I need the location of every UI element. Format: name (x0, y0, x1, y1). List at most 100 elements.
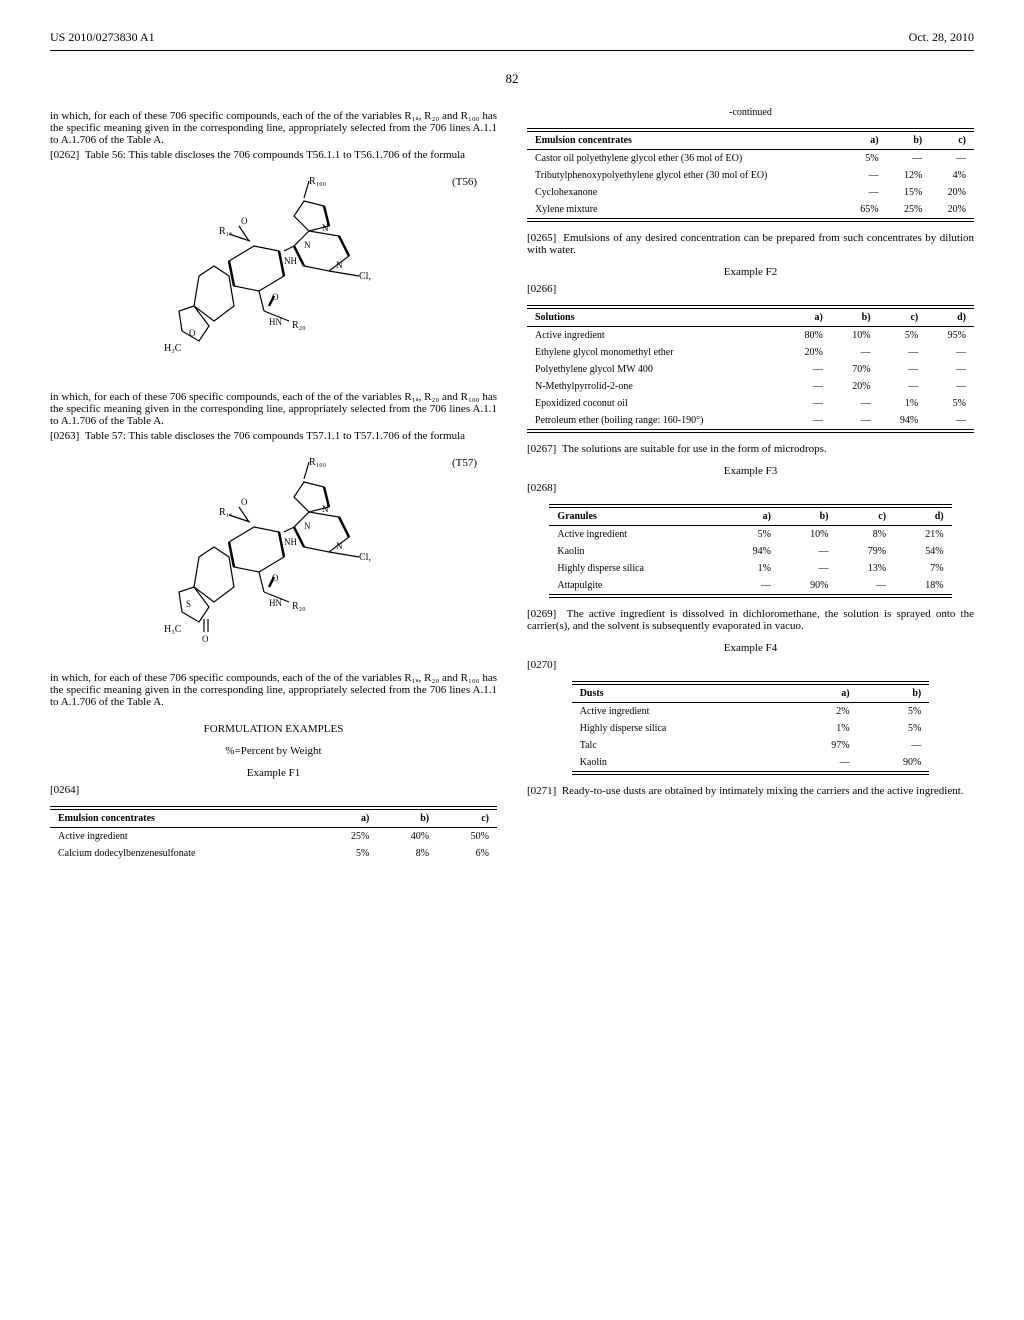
para-ref: [0266] (527, 283, 974, 295)
svg-text:O: O (241, 497, 248, 507)
para-ref: [0265] (527, 232, 556, 244)
page-number: 82 (50, 71, 974, 87)
svg-text:O: O (272, 292, 279, 302)
table-header: Emulsion concentrates (527, 132, 843, 150)
table-cell: 15% (887, 184, 931, 201)
formula-label: (T57) (452, 457, 477, 469)
table: Dusts a) b) Active ingredient 2% 5% High… (572, 681, 930, 775)
table-cell: 6% (437, 845, 497, 862)
svg-text:R₁ₐ: R₁ₐ (219, 507, 232, 518)
svg-text:R₁₀₀: R₁₀₀ (309, 457, 327, 468)
table-cell: Tributylphenoxypolyethylene glycol ether… (527, 167, 843, 184)
table-cell: — (843, 167, 887, 184)
section-title: FORMULATION EXAMPLES (50, 723, 497, 735)
paragraph: in which, for each of these 706 specific… (50, 672, 497, 708)
table-cell: — (887, 150, 931, 168)
table-header: c) (930, 132, 974, 150)
table-cell: 5% (843, 150, 887, 168)
svg-text:H₃C: H₃C (164, 624, 182, 635)
paragraph: [0269] The active ingredient is dissolve… (527, 608, 974, 632)
svg-text:N: N (322, 504, 329, 514)
table-cell: 25% (887, 201, 931, 219)
svg-text:HN: HN (269, 598, 282, 608)
svg-text:R₁₀₀: R₁₀₀ (309, 176, 327, 187)
table-header: b) (887, 132, 931, 150)
paragraph: [0262] Table 56: This table discloses th… (50, 149, 497, 161)
table-cell: 25% (317, 828, 377, 846)
table: Emulsion concentrates a) b) c) Active in… (50, 806, 497, 862)
para-ref: [0263] (50, 430, 79, 442)
svg-text:O: O (202, 634, 209, 644)
table-cell: 12% (887, 167, 931, 184)
table-header: Emulsion concentrates (50, 810, 317, 828)
table-cell: 8% (377, 845, 437, 862)
para-ref: [0271] (527, 785, 556, 797)
para-ref: [0270] (527, 659, 974, 671)
table-header: c) (437, 810, 497, 828)
svg-text:R₂₀: R₂₀ (292, 320, 306, 331)
svg-text:N: N (336, 260, 343, 270)
para-ref: [0264] (50, 784, 497, 796)
svg-text:Cl,: Cl, (359, 271, 371, 282)
table-cell: — (843, 184, 887, 201)
svg-text:N: N (322, 223, 329, 233)
doc-id: US 2010/0273830 A1 (50, 30, 155, 45)
chemical-structure: (T56) (50, 176, 497, 376)
formula-label: (T56) (452, 176, 477, 188)
subsection-subtitle: Example F1 (50, 767, 497, 779)
subsection-subtitle: %=Percent by Weight (50, 745, 497, 757)
table-header: a) (783, 309, 831, 327)
table-cell: — (930, 150, 974, 168)
subsection-subtitle: Example F3 (527, 465, 974, 477)
paragraph: in which, for each of these 706 specific… (50, 110, 497, 146)
svg-text:N: N (304, 521, 311, 531)
para-ref: [0269] (527, 608, 556, 620)
svg-text:R₂₀: R₂₀ (292, 601, 306, 612)
svg-text:Cl,: Cl, (359, 552, 371, 563)
paragraph: [0271] Ready-to-use dusts are obtained b… (527, 785, 974, 797)
chemical-structure: (T57) (50, 457, 497, 657)
svg-text:NH: NH (284, 256, 297, 266)
table-cell: Castor oil polyethylene glycol ether (36… (527, 150, 843, 168)
continued-label: -continued (527, 107, 974, 118)
table: Solutions a) b) c) d) Active ingredient … (527, 305, 974, 433)
table-cell: 5% (317, 845, 377, 862)
para-ref: [0262] (50, 149, 79, 161)
table-cell: 20% (930, 201, 974, 219)
table-header: d) (926, 309, 974, 327)
svg-text:O: O (189, 328, 196, 338)
table-cell: 20% (930, 184, 974, 201)
subsection-subtitle: Example F4 (527, 642, 974, 654)
table-cell: 50% (437, 828, 497, 846)
svg-text:O: O (272, 573, 279, 583)
table-cell: Xylene mixture (527, 201, 843, 219)
table-header: b) (377, 810, 437, 828)
svg-text:NH: NH (284, 537, 297, 547)
table-cell: Cyclohexanone (527, 184, 843, 201)
para-ref: [0268] (527, 482, 974, 494)
paragraph: [0267] The solutions are suitable for us… (527, 443, 974, 455)
table-header: a) (317, 810, 377, 828)
table-header: Solutions (527, 309, 783, 327)
svg-text:N: N (336, 541, 343, 551)
svg-text:O: O (241, 216, 248, 226)
table-header: b) (831, 309, 879, 327)
table: Emulsion concentrates a) b) c) Castor oi… (527, 128, 974, 222)
table: Granules a) b) c) d) Active ingredient 5… (549, 504, 951, 598)
svg-text:HN: HN (269, 317, 282, 327)
svg-text:N: N (304, 240, 311, 250)
svg-text:H₃C: H₃C (164, 343, 182, 354)
para-ref: [0267] (527, 443, 556, 455)
table-cell: Calcium dodecylbenzenesulfonate (50, 845, 317, 862)
paragraph: [0263] Table 57: This table discloses th… (50, 430, 497, 442)
table-cell: 40% (377, 828, 437, 846)
svg-text:S: S (186, 599, 191, 609)
table-cell: Active ingredient (527, 327, 783, 345)
table-cell: Active ingredient (50, 828, 317, 846)
table-cell: 65% (843, 201, 887, 219)
paragraph: in which, for each of these 706 specific… (50, 391, 497, 427)
table-header: c) (879, 309, 927, 327)
doc-date: Oct. 28, 2010 (909, 30, 974, 45)
paragraph: [0265] Emulsions of any desired concentr… (527, 232, 974, 256)
table-cell: 4% (930, 167, 974, 184)
